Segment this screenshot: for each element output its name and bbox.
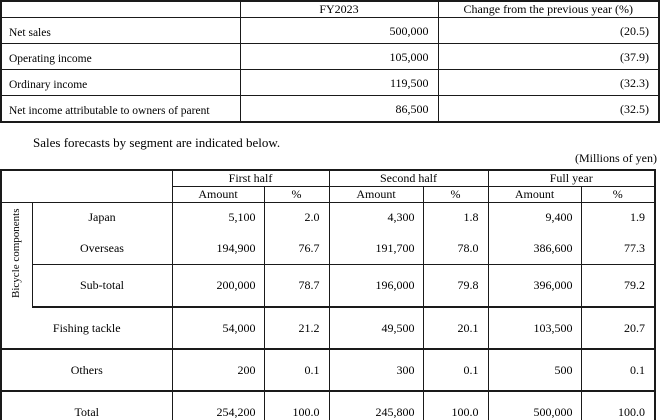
segment-label-cell: Others — [0, 348, 173, 392]
table-row: Fishing tackle 54,000 21.2 49,500 20.1 1… — [0, 306, 656, 350]
table-cell: 4,300 — [328, 201, 424, 233]
segment-header-blank-cell — [0, 169, 173, 203]
table-cell: 396,000 — [487, 263, 582, 308]
table-row: Total 254,200 100.0 245,800 100.0 500,00… — [0, 390, 656, 420]
table-cell: 49,500 — [328, 306, 424, 350]
unit-label: (Millions of yen) — [575, 151, 657, 165]
table-cell: 245,800 — [328, 390, 424, 420]
summary-change-cell: (32.5) — [437, 95, 660, 122]
sub-header-amount: Amount — [171, 186, 265, 203]
sub-header-pct: % — [263, 186, 330, 203]
table-cell: 300 — [328, 348, 424, 392]
segment-label-cell: Japan — [31, 201, 173, 233]
table-cell: 1.8 — [422, 201, 489, 233]
table-cell: 54,000 — [171, 306, 265, 350]
summary-change-cell: (37.9) — [437, 43, 660, 70]
table-row: Others 200 0.1 300 0.1 500 0.1 — [0, 348, 656, 392]
table-cell: 103,500 — [487, 306, 582, 350]
summary-header-blank-cell — [0, 0, 241, 18]
table-cell: 2.0 — [263, 201, 330, 233]
table-cell: 500 — [487, 348, 582, 392]
table-cell: 79.2 — [580, 263, 656, 308]
table-cell: 0.1 — [580, 348, 656, 392]
table-cell: 20.7 — [580, 306, 656, 350]
summary-label-cell: Net sales — [0, 17, 241, 44]
table-cell: 76.7 — [263, 232, 330, 265]
sub-header-amount: Amount — [328, 186, 424, 203]
segment-label-cell: Fishing tackle — [0, 306, 173, 350]
summary-header-row: FY2023 Change from the previous year (%) — [0, 0, 660, 18]
summary-amount-cell: 119,500 — [239, 69, 439, 96]
table-row: Overseas 194,900 76.7 191,700 78.0 386,6… — [1, 232, 656, 265]
segment-forecast-table: First half Second half Full year Amount … — [0, 169, 656, 420]
table-row: Net income attributable to owners of par… — [0, 95, 660, 122]
table-cell: 77.3 — [580, 232, 656, 265]
table-cell: 21.2 — [263, 306, 330, 350]
summary-label-cell: Net income attributable to owners of par… — [0, 95, 241, 122]
table-cell: 0.1 — [422, 348, 489, 392]
summary-change-cell: (32.3) — [437, 69, 660, 96]
table-cell: 191,700 — [328, 232, 424, 265]
table-cell: 200 — [171, 348, 265, 392]
table-cell: 5,100 — [171, 201, 265, 233]
group-header-first-half: First half — [171, 169, 330, 187]
note-text: Sales forecasts by segment are indicated… — [33, 135, 281, 150]
summary-table: FY2023 Change from the previous year (%)… — [0, 0, 660, 123]
summary-amount-cell: 105,000 — [239, 43, 439, 70]
table-cell: 1.9 — [580, 201, 656, 233]
table-cell: 79.8 — [422, 263, 489, 308]
table-row: Ordinary income 119,500 (32.3) — [0, 69, 660, 96]
row-group-label-bicycle-components: Bicycle components — [0, 202, 33, 307]
table-row: Sub-total 200,000 78.7 196,000 79.8 396,… — [1, 263, 656, 308]
table-cell: 78.0 — [422, 232, 489, 265]
summary-amount-cell: 86,500 — [239, 95, 439, 122]
table-row: Bicycle components Japan 5,100 2.0 4,300… — [0, 201, 656, 307]
segment-group-header-row: First half Second half Full year — [0, 169, 656, 203]
summary-amount-cell: 500,000 — [239, 17, 439, 44]
table-row: Operating income 105,000 (37.9) — [0, 43, 660, 70]
summary-label-cell: Operating income — [0, 43, 241, 70]
sub-header-pct: % — [580, 186, 656, 203]
summary-header-period-cell: FY2023 — [239, 0, 439, 18]
summary-change-cell: (20.5) — [437, 17, 660, 44]
table-cell: 100.0 — [263, 390, 330, 420]
segment-label-cell: Total — [0, 390, 173, 420]
group-header-second-half: Second half — [328, 169, 489, 187]
table-cell: 9,400 — [487, 201, 582, 233]
segment-label-cell: Overseas — [31, 232, 173, 265]
table-cell: 500,000 — [487, 390, 582, 420]
table-cell: 254,200 — [171, 390, 265, 420]
summary-header-change-cell: Change from the previous year (%) — [437, 0, 660, 18]
table-cell: 100.0 — [580, 390, 656, 420]
summary-label-cell: Ordinary income — [0, 69, 241, 96]
table-cell: 100.0 — [422, 390, 489, 420]
table-row: Net sales 500,000 (20.5) — [0, 17, 660, 44]
table-cell: 20.1 — [422, 306, 489, 350]
sub-header-pct: % — [422, 186, 489, 203]
table-cell: 386,600 — [487, 232, 582, 265]
table-cell: 194,900 — [171, 232, 265, 265]
segment-label-cell: Sub-total — [31, 263, 173, 308]
table-cell: 196,000 — [328, 263, 424, 308]
table-cell: 200,000 — [171, 263, 265, 308]
table-cell: 0.1 — [263, 348, 330, 392]
group-header-full-year: Full year — [487, 169, 656, 187]
table-cell: 78.7 — [263, 263, 330, 308]
vertical-group-label: Bicycle components — [10, 208, 23, 298]
sub-header-amount: Amount — [487, 186, 582, 203]
